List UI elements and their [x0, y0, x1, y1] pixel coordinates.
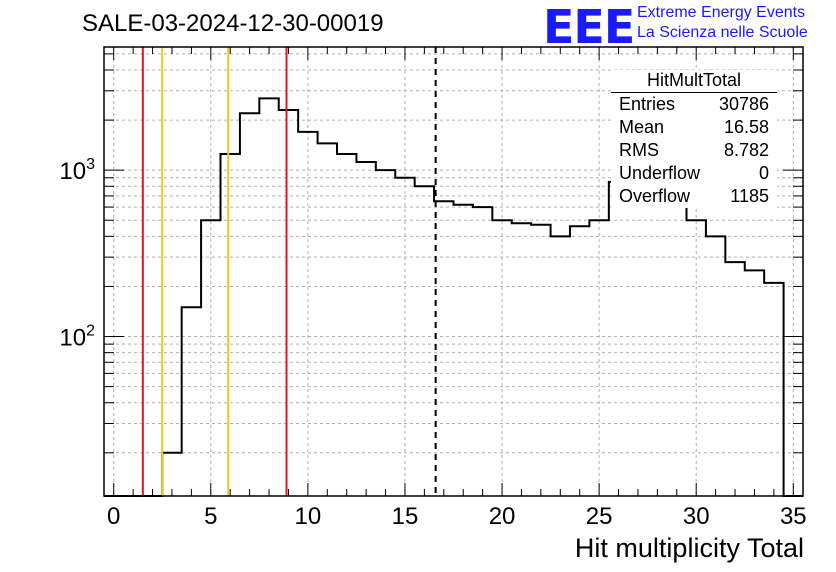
plot-frame: [103, 46, 804, 497]
eee-logo: EEE: [543, 0, 635, 54]
stats-value: 1185: [730, 186, 769, 206]
x-tick-label: 30: [683, 503, 710, 530]
logo-line-2: La Scienza nelle Scuole: [637, 24, 808, 41]
x-tick-label: 25: [586, 503, 613, 530]
stats-label: Overflow: [619, 186, 691, 206]
stats-box: HitMultTotal Entries 30786 Mean 16.58 RM…: [611, 70, 777, 208]
stats-label: RMS: [619, 140, 659, 160]
stats-label: Entries: [619, 94, 676, 114]
stats-row: Underflow 0: [611, 162, 777, 185]
stats-row: Mean 16.58: [611, 116, 777, 139]
stats-title: HitMultTotal: [611, 70, 777, 93]
stats-label: Underflow: [619, 163, 701, 183]
x-tick-label: 15: [392, 503, 419, 530]
x-tick-label: 5: [204, 503, 217, 530]
x-tick-label: 10: [295, 503, 322, 530]
stats-row: Entries 30786: [611, 93, 777, 116]
chart-title: SALE-03-2024-12-30-00019: [82, 10, 384, 37]
y-tick-label: 103: [59, 156, 95, 185]
x-axis-label: Hit multiplicity Total: [574, 533, 804, 563]
stats-row: RMS 8.782: [611, 139, 777, 162]
x-tick-label: 35: [780, 503, 807, 530]
stats-value: 8.782: [723, 140, 769, 160]
x-tick-label: 20: [489, 503, 516, 530]
stats-row: Overflow 1185: [611, 185, 777, 208]
y-tick-label: 102: [59, 323, 95, 352]
stats-value: 30786: [718, 94, 769, 114]
logo-line-1: Extreme Energy Events: [637, 4, 806, 21]
stats-label: Mean: [619, 117, 665, 137]
stats-value: 16.58: [723, 117, 769, 137]
stats-value: 0: [758, 163, 769, 183]
x-tick-label: 0: [107, 503, 120, 530]
